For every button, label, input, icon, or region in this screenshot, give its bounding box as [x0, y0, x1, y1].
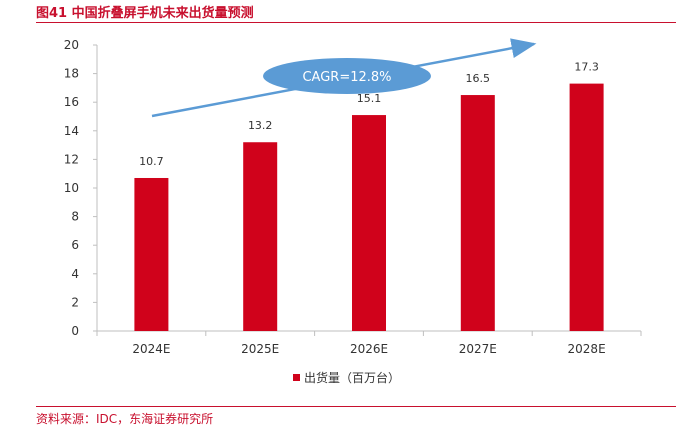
bar-2025E [243, 142, 278, 331]
bar-2024E [134, 177, 169, 331]
source-rule [36, 406, 676, 407]
data-label: 17.3 [574, 61, 599, 74]
y-tick-label: 6 [71, 238, 79, 252]
x-tick-label: 2026E [350, 342, 388, 356]
data-label: 10.7 [139, 155, 164, 168]
y-tick-label: 12 [64, 152, 79, 166]
source-note: 资料来源：IDC，东海证券研究所 [36, 412, 214, 426]
data-label: 15.1 [357, 92, 382, 105]
y-tick-label: 4 [71, 267, 79, 281]
cagr-label: CAGR=12.8% [302, 70, 391, 85]
x-tick-label: 2024E [132, 342, 170, 356]
y-tick-label: 14 [64, 124, 79, 138]
title-rule [36, 22, 676, 23]
bar-2027E [460, 95, 495, 331]
y-tick-label: 18 [64, 67, 79, 81]
bar-2028E [569, 83, 604, 331]
y-tick-label: 10 [64, 181, 79, 195]
y-tick-label: 2 [71, 295, 79, 309]
y-tick-label: 0 [71, 324, 79, 338]
legend-swatch [293, 374, 300, 381]
figure-title: 图41 中国折叠屏手机未来出货量预测 [36, 6, 254, 21]
data-label: 16.5 [466, 72, 491, 85]
x-tick-label: 2027E [459, 342, 497, 356]
legend-label: 出货量（百万台） [304, 370, 400, 385]
data-label: 13.2 [248, 119, 273, 132]
y-tick-label: 20 [64, 38, 79, 52]
bar-2026E [352, 115, 386, 331]
y-tick-label: 16 [64, 95, 79, 109]
y-tick-label: 8 [71, 210, 79, 224]
x-tick-label: 2025E [241, 342, 279, 356]
cagr-ellipse [263, 58, 431, 94]
x-tick-label: 2028E [568, 342, 606, 356]
